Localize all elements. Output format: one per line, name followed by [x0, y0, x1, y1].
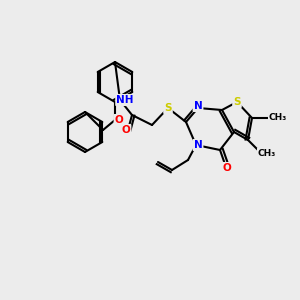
Text: N: N	[194, 140, 202, 150]
Text: O: O	[115, 115, 123, 125]
Text: S: S	[233, 97, 241, 107]
Text: S: S	[164, 103, 172, 113]
Text: O: O	[223, 163, 231, 173]
Text: O: O	[122, 125, 130, 135]
Text: NH: NH	[116, 95, 134, 105]
Text: CH₃: CH₃	[269, 113, 287, 122]
Text: N: N	[194, 101, 202, 111]
Text: CH₃: CH₃	[258, 148, 276, 158]
